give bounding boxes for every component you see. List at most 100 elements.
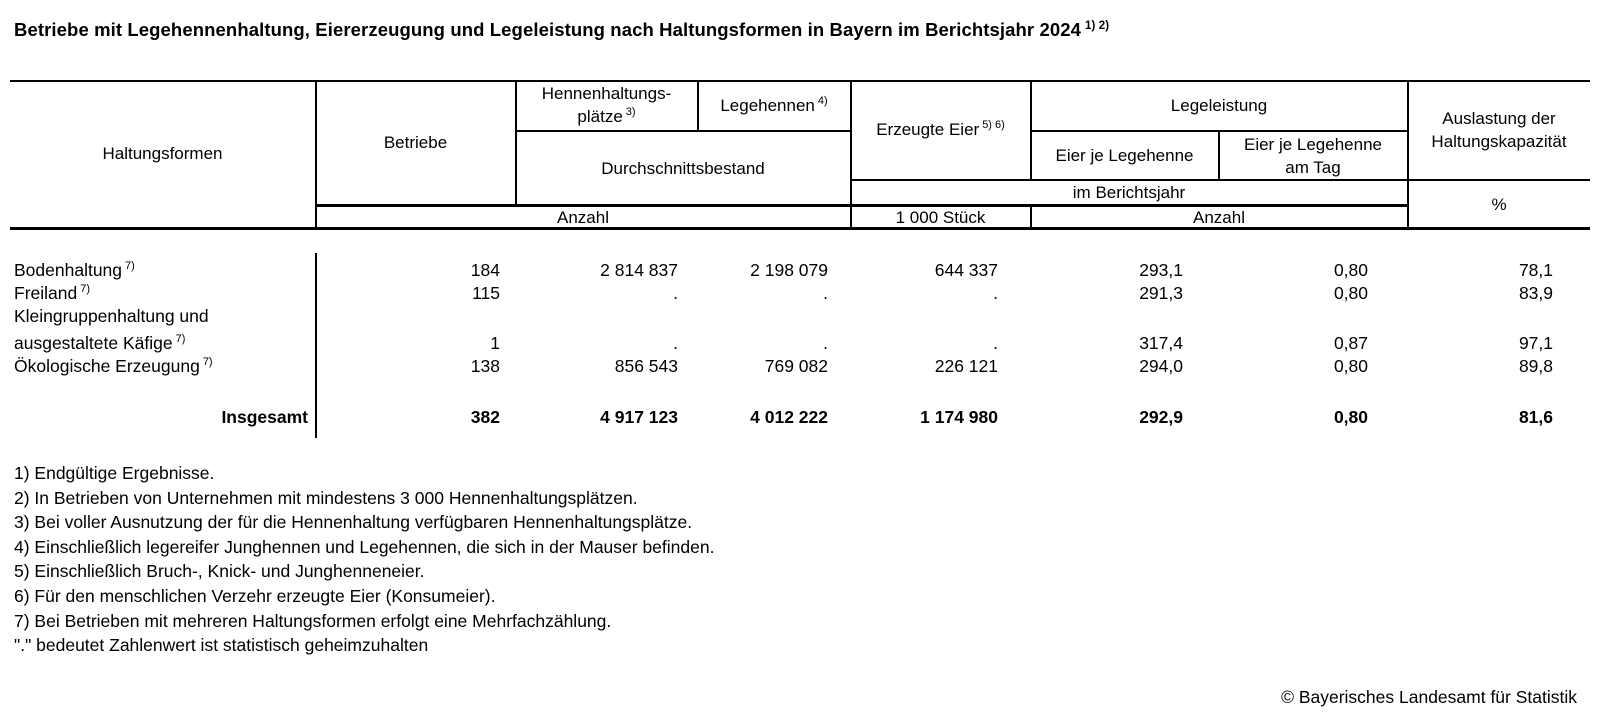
footnote-ref-7: 7) <box>202 356 213 369</box>
col-header-legehennen: Legehennen 4) <box>698 80 850 130</box>
col-header-eier-je-legehenne-label: Eier je Legehenne <box>1055 146 1194 165</box>
grid-line-col3 <box>697 80 699 131</box>
value-cell: 856 543 <box>614 356 678 376</box>
grid-line-top <box>10 80 1590 82</box>
total-value-cell: 0,80 <box>1333 407 1368 427</box>
value-cell: 317,4 <box>1139 333 1183 353</box>
col-header-haltungsformen-label: Haltungsformen <box>102 144 223 163</box>
col-header-legehennen-text: Legehennen <box>720 95 815 115</box>
col-header-hennenhaltungsplaetze: Hennenhaltungs- plätze 3) <box>516 80 697 130</box>
col-header-erzeugte-eier-line: Erzeugte Eier 5) 6) <box>876 118 1005 141</box>
total-value-cell: 292,9 <box>1139 407 1183 427</box>
col-header-erzeugte-eier: Erzeugte Eier 5) 6) <box>851 80 1030 179</box>
unit-anzahl-links-label: Anzahl <box>557 207 609 227</box>
value-cell: 293,1 <box>1139 260 1183 280</box>
row-label-text: Kleingruppenhaltung und <box>14 306 209 326</box>
col-header-eier-je-legehenne-am-tag: Eier je Legehenne am Tag <box>1219 132 1407 179</box>
value-cell: 0,80 <box>1333 260 1368 280</box>
grid-line-berichtsjahr-top <box>850 179 1590 181</box>
total-value-cell: 81,6 <box>1518 407 1553 427</box>
value-cell: 644 337 <box>934 260 998 280</box>
value-cell: 138 <box>470 356 500 376</box>
row-label-text: Freiland <box>14 283 78 303</box>
unit-anzahl-rechts-label: Anzahl <box>1193 207 1245 227</box>
footnote-dot-legend: "." bedeutet Zahlenwert ist statistisch … <box>14 635 429 656</box>
row-label: Kleingruppenhaltung und <box>14 305 310 328</box>
value-cell: 1 <box>490 333 500 353</box>
col-header-plaetze-text: plätze <box>577 107 623 126</box>
value-cell: 89,8 <box>1518 356 1553 376</box>
value-cell: 0,80 <box>1333 283 1368 303</box>
table-row-freiland: Freiland 7) 115 . . . 291,3 0,80 83,9 <box>0 282 1602 305</box>
title-text: Betriebe mit Legehennenhaltung, Eiererze… <box>14 19 1082 40</box>
value-cell: . <box>673 283 678 303</box>
value-cell: 291,3 <box>1139 283 1183 303</box>
col-header-betriebe: Betriebe <box>316 80 515 204</box>
row-label-text: Ökologische Erzeugung <box>14 356 200 376</box>
value-cell: 294,0 <box>1139 356 1183 376</box>
row-label: ausgestaltete Käfige 7) <box>14 332 310 355</box>
grid-line-under-bestand-cols <box>515 130 850 132</box>
value-cell: 97,1 <box>1518 333 1553 353</box>
unit-1000-stueck: 1 000 Stück <box>851 207 1030 227</box>
footnote-1: 1) Endgültige Ergebnisse. <box>14 463 215 483</box>
statistics-table: Haltungsformen Betriebe Hennenhaltungs- … <box>0 80 1602 438</box>
footnote-ref-5-6: 5) 6) <box>982 119 1005 132</box>
value-cell: 83,9 <box>1518 283 1553 303</box>
footnote-4: 4) Einschließlich legereifer Junghennen … <box>14 536 715 557</box>
grid-line-col4 <box>850 80 852 227</box>
col-header-auslastung-line2: Haltungskapazität <box>1431 131 1567 151</box>
value-cell: 226 121 <box>934 356 998 376</box>
page-title: Betriebe mit Legehennenhaltung, Eiererze… <box>14 18 1109 42</box>
footnote-2: 2) In Betrieben von Unternehmen mit mind… <box>14 487 638 508</box>
header-im-berichtsjahr-label: im Berichtsjahr <box>1072 183 1186 202</box>
col-header-auslastung-line1: Auslastung der <box>1442 108 1556 128</box>
value-cell: 0,87 <box>1333 333 1368 353</box>
total-value-cell: 4 917 123 <box>600 407 678 427</box>
col-header-hennenhaltungsplaetze-line1: Hennenhaltungs- <box>541 84 672 103</box>
value-cell: 0,80 <box>1333 356 1368 376</box>
row-label: Ökologische Erzeugung 7) <box>14 355 310 378</box>
grid-line-header-bottom <box>10 227 1590 230</box>
grid-line-col5-lower <box>1030 205 1032 227</box>
copyright-notice: © Bayerisches Landesamt für Statistik <box>1281 687 1577 707</box>
col-header-durchschnittsbestand-label: Durchschnittsbestand <box>601 158 765 178</box>
total-value-cell: 382 <box>470 407 500 427</box>
footnotes: 1) Endgültige Ergebnisse. 2) In Betriebe… <box>14 461 714 658</box>
unit-prozent: % <box>1408 181 1590 227</box>
unit-1000-stueck-label: 1 000 Stück <box>895 207 986 227</box>
table-row-insgesamt: Insgesamt 382 4 917 123 4 012 222 1 174 … <box>0 406 1602 429</box>
col-header-legehennen-line: Legehennen 4) <box>720 94 827 117</box>
title-superscript: 1) 2) <box>1085 19 1110 32</box>
table-row-kleingruppenhaltung-line1: Kleingruppenhaltung und <box>0 305 1602 328</box>
grid-line-col2 <box>515 80 517 205</box>
header-im-berichtsjahr: im Berichtsjahr <box>851 181 1407 204</box>
total-label: Insgesamt <box>14 406 308 429</box>
col-header-durchschnittsbestand: Durchschnittsbestand <box>516 132 850 204</box>
grid-line-units-top <box>315 204 1407 207</box>
table-row-bodenhaltung: Bodenhaltung 7) 184 2 814 837 2 198 079 6… <box>0 259 1602 282</box>
grid-line-col7 <box>1407 80 1409 227</box>
footnote-ref-4: 4) <box>817 94 828 107</box>
grid-line-col1 <box>315 80 317 227</box>
footnote-5: 5) Einschließlich Bruch-, Knick- und Jun… <box>14 561 425 582</box>
col-header-eier-je-legehenne: Eier je Legehenne <box>1031 132 1218 179</box>
value-cell: 184 <box>470 260 500 280</box>
col-header-eier-am-tag-line2: am Tag <box>1285 157 1341 177</box>
value-cell: . <box>823 283 828 303</box>
table-row-oekologische-erzeugung: Ökologische Erzeugung 7) 138 856 543 769 … <box>0 355 1602 378</box>
value-cell: . <box>823 333 828 353</box>
row-label: Freiland 7) <box>14 282 310 305</box>
col-header-eier-am-tag-line1: Eier je Legehenne <box>1243 134 1382 154</box>
row-label: Bodenhaltung 7) <box>14 259 310 282</box>
value-cell: . <box>673 333 678 353</box>
unit-prozent-label: % <box>1491 194 1507 214</box>
grid-line-col6 <box>1218 131 1220 180</box>
unit-anzahl-links: Anzahl <box>316 207 850 227</box>
col-header-betriebe-label: Betriebe <box>383 132 448 152</box>
total-label-text: Insgesamt <box>221 407 308 427</box>
footnote-7: 7) Bei Betrieben mit mehreren Haltungsfo… <box>14 610 612 631</box>
row-label-text: ausgestaltete Käfige <box>14 333 173 353</box>
value-cell: . <box>993 283 998 303</box>
